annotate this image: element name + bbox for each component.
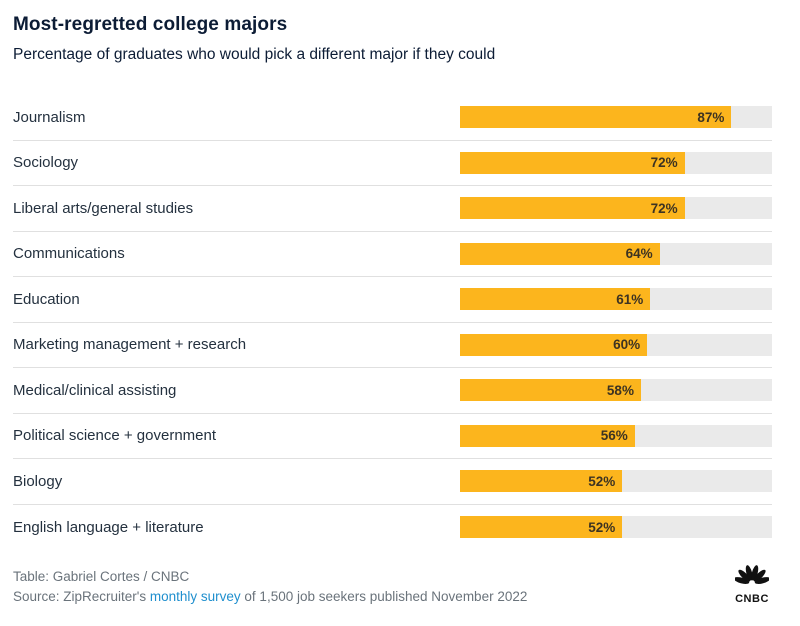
bar-row: English language + literature 52% xyxy=(13,505,772,551)
cnbc-logo-text: CNBC xyxy=(735,593,769,605)
bar-track: 72% xyxy=(460,151,772,174)
row-label: Marketing management + research xyxy=(13,336,247,354)
bar-fill: 72% xyxy=(460,197,685,220)
bar-row: Biology 52% xyxy=(13,459,772,505)
chart-header: Most-regretted college majors Percentage… xyxy=(0,14,800,64)
bar-fill: 64% xyxy=(460,242,660,265)
bar-value: 87% xyxy=(697,109,725,125)
bar-value: 61% xyxy=(616,291,644,307)
source-link[interactable]: monthly survey xyxy=(149,589,241,604)
peacock-icon xyxy=(733,565,771,588)
bar-track: 52% xyxy=(460,516,772,539)
bar-row: Sociology 72% xyxy=(13,141,772,186)
bar-fill: 58% xyxy=(460,379,641,402)
row-label: Sociology xyxy=(13,154,79,172)
bar-fill: 52% xyxy=(460,470,623,493)
bar-rows: Journalism 87% Sociology 72% Liberal art… xyxy=(13,95,772,550)
source-prefix: Source: ZipRecruiter's xyxy=(13,589,150,604)
cnbc-logo: CNBC xyxy=(732,565,772,609)
bar-fill: 87% xyxy=(460,106,732,129)
bar-track: 64% xyxy=(460,242,772,265)
bar-value: 72% xyxy=(650,155,678,171)
bar-fill: 52% xyxy=(460,516,623,539)
bar-value: 64% xyxy=(625,246,653,262)
row-label: Journalism xyxy=(13,108,86,126)
bar-value: 52% xyxy=(588,473,616,489)
bar-chart: Journalism 87% Sociology 72% Liberal art… xyxy=(13,95,772,550)
bar-row: Political science + government 56% xyxy=(13,414,772,459)
chart-title: Most-regretted college majors xyxy=(13,14,288,35)
source-line: Source: ZipRecruiter's monthly survey of… xyxy=(13,587,772,607)
bar-track: 60% xyxy=(460,333,772,356)
bar-row: Education 61% xyxy=(13,277,772,323)
bar-row: Communications 64% xyxy=(13,232,772,277)
row-label: Political science + government xyxy=(13,427,217,445)
table-credit: Table: Gabriel Cortes / CNBC xyxy=(13,569,190,584)
bar-value: 58% xyxy=(606,382,634,398)
bar-track: 58% xyxy=(460,379,772,402)
chart-footer: Table: Gabriel Cortes / CNBC Source: Zip… xyxy=(13,565,772,609)
bar-track: 72% xyxy=(460,197,772,220)
bar-track: 52% xyxy=(460,470,772,493)
bar-track: 56% xyxy=(460,424,772,447)
row-label: Liberal arts/general studies xyxy=(13,199,194,217)
row-label: Medical/clinical assisting xyxy=(13,381,177,399)
bar-value: 56% xyxy=(600,428,628,444)
bar-value: 60% xyxy=(613,337,641,353)
source-suffix: of 1,500 job seekers published November … xyxy=(240,589,528,604)
bar-track: 87% xyxy=(460,106,772,129)
bar-fill: 72% xyxy=(460,151,685,174)
bar-fill: 60% xyxy=(460,333,648,356)
bar-fill: 56% xyxy=(460,424,635,447)
chart-subtitle: Percentage of graduates who would pick a… xyxy=(13,46,496,63)
row-label: English language + literature xyxy=(13,518,204,536)
bar-row: Journalism 87% xyxy=(13,95,772,141)
bar-value: 52% xyxy=(588,519,616,535)
bar-row: Marketing management + research 60% xyxy=(13,323,772,368)
bar-value: 72% xyxy=(650,200,678,216)
row-label: Education xyxy=(13,290,80,308)
row-label: Biology xyxy=(13,472,63,490)
bar-fill: 61% xyxy=(460,288,651,311)
row-label: Communications xyxy=(13,245,125,263)
bar-row: Liberal arts/general studies 72% xyxy=(13,186,772,232)
bar-row: Medical/clinical assisting 58% xyxy=(13,368,772,414)
bar-track: 61% xyxy=(460,288,772,311)
